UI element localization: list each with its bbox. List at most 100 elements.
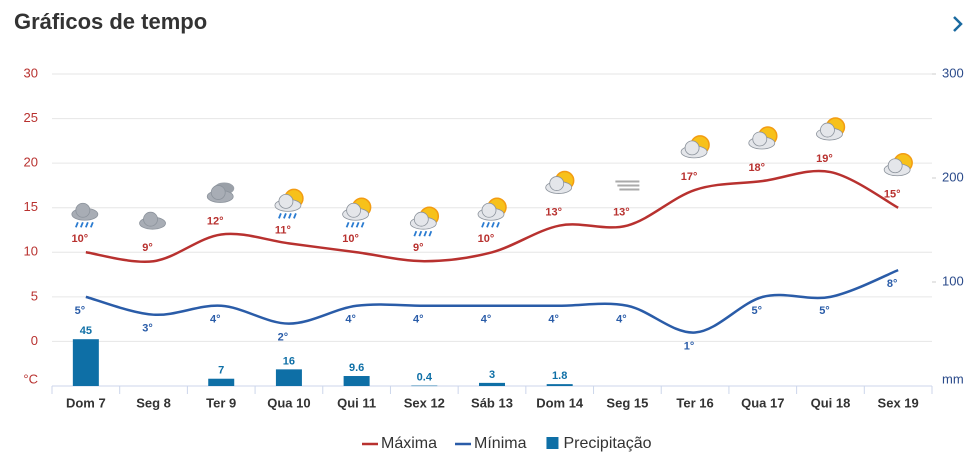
weather-icon bbox=[206, 182, 235, 203]
rain-drop bbox=[360, 221, 365, 228]
data-label: 9° bbox=[413, 242, 424, 254]
precip-bar bbox=[208, 378, 235, 386]
data-label: 9.6 bbox=[349, 362, 364, 374]
weather-icon bbox=[680, 135, 710, 159]
cloud bbox=[143, 211, 158, 227]
rain-drop bbox=[491, 221, 495, 228]
legend-label: Máxima bbox=[381, 435, 437, 452]
cloud bbox=[413, 211, 429, 227]
data-label: 11° bbox=[275, 224, 291, 236]
cloud bbox=[887, 158, 903, 174]
rain-drop bbox=[413, 230, 418, 237]
y-tick-label: 15 bbox=[24, 199, 38, 214]
legend-label: Precipitação bbox=[563, 435, 651, 452]
x-tick-label: Qui 11 bbox=[337, 395, 376, 410]
x-tick-label: Seg 15 bbox=[606, 395, 648, 410]
data-label: 45 bbox=[80, 325, 92, 337]
line-0 bbox=[85, 169, 899, 263]
cloud bbox=[820, 122, 835, 138]
data-label: 15° bbox=[884, 189, 901, 201]
weather-icon bbox=[748, 126, 778, 150]
y2-tick-label: 100 bbox=[942, 273, 964, 288]
rain-drop bbox=[355, 221, 360, 228]
legend-label: Mínima bbox=[474, 435, 527, 452]
x-tick-label: Qui 18 bbox=[811, 395, 851, 410]
rain-drop bbox=[428, 230, 433, 237]
data-label: 7 bbox=[218, 365, 224, 377]
y2-tick-label: 300 bbox=[942, 65, 964, 80]
cloud bbox=[684, 140, 700, 156]
weather-icon bbox=[342, 197, 372, 228]
precip-bar bbox=[343, 376, 370, 386]
data-label: 5° bbox=[752, 305, 763, 317]
x-tick-label: Sex 19 bbox=[878, 395, 919, 410]
data-label: 10° bbox=[72, 233, 89, 245]
data-label: 2° bbox=[278, 332, 289, 344]
legend-swatch bbox=[546, 437, 559, 449]
chart-title: Gráficos de tempo bbox=[14, 9, 207, 34]
weather-icon bbox=[139, 211, 166, 230]
weather-icon bbox=[71, 202, 99, 228]
x-tick-label: Seg 8 bbox=[136, 395, 171, 410]
cloud bbox=[346, 202, 362, 218]
data-label: 4° bbox=[210, 314, 221, 326]
cloud bbox=[75, 202, 91, 218]
x-tick-label: Qua 10 bbox=[267, 395, 310, 410]
y-unit-label: °C bbox=[23, 371, 38, 386]
weather-icon bbox=[477, 197, 507, 228]
data-label: 5° bbox=[75, 305, 86, 317]
weather-icon bbox=[545, 170, 575, 194]
cloud bbox=[278, 193, 294, 209]
weather-icon bbox=[409, 206, 440, 237]
x-tick-label: Qua 17 bbox=[741, 395, 784, 410]
data-label: 5° bbox=[819, 305, 830, 317]
data-label: 4° bbox=[548, 314, 559, 326]
data-label: 18° bbox=[748, 162, 765, 174]
weather-icon bbox=[274, 188, 304, 219]
data-label: 4° bbox=[481, 314, 492, 326]
y-tick-label: 25 bbox=[24, 110, 38, 125]
rain-drop bbox=[293, 213, 297, 219]
data-label: 0.4 bbox=[417, 371, 433, 383]
x-tick-label: Ter 9 bbox=[206, 395, 236, 410]
rain-drop bbox=[90, 221, 94, 228]
data-label: 1.8 bbox=[552, 370, 567, 382]
data-label: 19° bbox=[816, 153, 833, 165]
cloud bbox=[210, 185, 226, 200]
next-arrow[interactable] bbox=[953, 16, 963, 32]
weather-icon bbox=[883, 152, 913, 177]
rain-drop bbox=[85, 221, 89, 228]
x-tick-label: Sex 12 bbox=[404, 395, 445, 410]
cloud bbox=[481, 202, 497, 218]
y-tick-label: 20 bbox=[24, 155, 38, 170]
x-tick-label: Ter 16 bbox=[676, 395, 713, 410]
x-tick-label: Sáb 13 bbox=[471, 395, 513, 410]
rain-drop bbox=[278, 213, 282, 219]
rain-drop bbox=[80, 221, 84, 228]
data-label: 10° bbox=[342, 233, 359, 245]
precip-bar bbox=[72, 339, 99, 386]
rain-drop bbox=[288, 213, 292, 219]
rain-drop bbox=[345, 221, 350, 228]
y-tick-label: 0 bbox=[31, 333, 38, 348]
rain-drop bbox=[75, 221, 79, 228]
y2-tick-label: 200 bbox=[942, 169, 964, 184]
y-tick-label: 10 bbox=[24, 244, 38, 259]
x-tick-label: Dom 14 bbox=[536, 395, 584, 410]
data-label: 13° bbox=[545, 206, 562, 218]
data-label: 4° bbox=[345, 314, 356, 326]
precip-bar bbox=[275, 369, 302, 386]
rain-drop bbox=[486, 221, 490, 228]
y-tick-label: 30 bbox=[24, 65, 38, 80]
rain-drop bbox=[283, 213, 287, 219]
data-label: 4° bbox=[616, 314, 627, 326]
precip-bar bbox=[546, 384, 573, 386]
data-label: 10° bbox=[478, 233, 495, 245]
precip-bar bbox=[479, 382, 505, 386]
precip-bar bbox=[411, 385, 438, 387]
data-label: 1° bbox=[684, 340, 695, 352]
data-label: 3° bbox=[142, 323, 153, 335]
rain-drop bbox=[496, 221, 500, 228]
data-label: 16 bbox=[283, 355, 295, 367]
